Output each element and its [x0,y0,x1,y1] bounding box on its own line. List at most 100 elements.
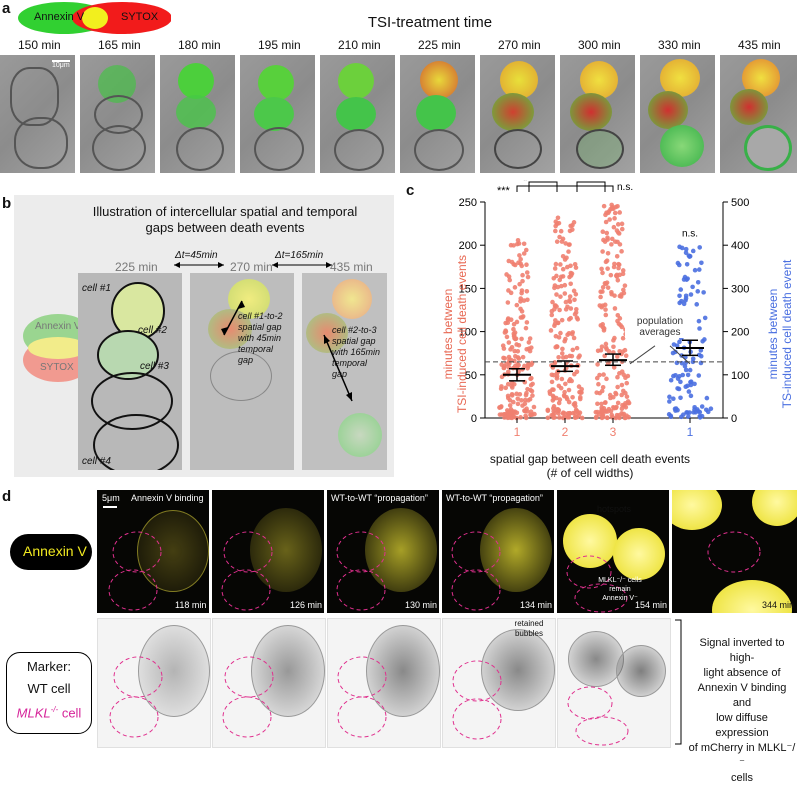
micrograph-frame [400,55,475,173]
panel-a-label: a [2,0,11,17]
data-point [677,293,682,299]
d-time: 126 min [290,600,323,610]
data-point [600,303,605,309]
data-point [611,206,616,211]
cell-label-2: cell #2 [138,325,167,336]
data-point [514,302,520,308]
data-point [615,312,621,318]
data-point [551,404,557,409]
data-point [695,289,701,294]
data-point [518,256,523,262]
data-point [556,383,562,389]
sig-ns-blue: n.s. [682,229,698,240]
data-point [522,408,527,414]
data-point [508,347,513,352]
data-point [558,330,563,336]
data-point [502,330,508,335]
sig-3star: *** [497,185,511,197]
data-point [687,253,693,259]
data-point [615,354,620,359]
data-point [698,360,704,366]
data-point [530,393,535,398]
data-point [527,348,533,354]
data-point [683,250,689,256]
data-point [524,270,530,275]
panel-b-label: b [2,195,12,212]
b-time-label: 225 min [115,260,158,274]
data-point [605,266,610,271]
data-point [668,377,674,383]
data-point [603,259,609,265]
data-point [517,281,522,287]
data-point [507,277,513,283]
data-point [684,262,690,267]
data-point [504,408,510,413]
data-point [579,390,584,395]
data-point [579,415,585,421]
mlkl-remain-label: MLKL⁻/⁻ cells remain Annexin V⁻ [598,577,642,602]
data-point [516,342,522,348]
b-frame-270: cell #1-to-2 spatial gap with 45min tempora… [190,273,294,470]
data-point [574,315,580,321]
data-point [551,275,557,281]
data-point [556,220,562,226]
data-point [501,365,507,371]
data-point [557,397,563,402]
b-frame-435: cell #2-to-3 spatial gap with 165min tempor… [302,273,387,470]
data-point [683,367,689,373]
data-point [676,386,682,392]
data-point [501,346,507,351]
data-point [574,345,580,351]
retained-bubbles-label: retained bubbles [514,619,544,638]
b-frame-225: cell #1 cell #2 cell #3 cell #4 [78,273,182,470]
data-point [624,394,630,399]
data-point [608,272,614,278]
data-point [554,373,560,379]
data-point [598,294,603,300]
data-point [622,347,628,353]
data-point [550,299,555,305]
data-point [566,415,572,420]
data-point [619,406,625,412]
data-point [566,249,571,254]
data-point [559,239,565,244]
data-point [603,219,609,225]
data-point [506,369,511,375]
data-point [515,348,521,354]
data-point [678,379,683,385]
cell-label-3: cell #3 [140,361,169,372]
data-point [567,274,572,280]
data-point [685,410,690,415]
right-tick-label: 0 [731,413,737,425]
data-point [700,338,705,344]
data-point [608,408,614,414]
data-point [525,297,530,303]
time-label: 300 min [578,38,621,52]
data-point [696,352,702,358]
data-point [620,271,626,277]
data-point [524,288,530,294]
data-point [686,389,692,394]
data-point [684,277,689,282]
inverted-frame [212,618,326,748]
micrograph-frame [480,55,555,173]
data-point [598,347,604,353]
b-arrow-2 [323,334,353,402]
data-point [594,390,600,395]
data-point [618,322,623,328]
data-point [523,325,529,331]
data-point [556,400,562,406]
data-point [701,290,706,295]
data-point [596,381,601,387]
data-point [671,396,676,402]
data-point [552,415,557,420]
category-label: 2 [562,425,569,439]
panel-b-title-2: gaps between death events [145,220,305,235]
data-point [621,290,627,296]
data-point [619,221,625,227]
sig-bracket-2-3 [576,181,606,192]
data-point [615,384,620,390]
data-point [614,274,620,279]
tsi-treatment-title: TSI-treatment time [367,14,493,31]
